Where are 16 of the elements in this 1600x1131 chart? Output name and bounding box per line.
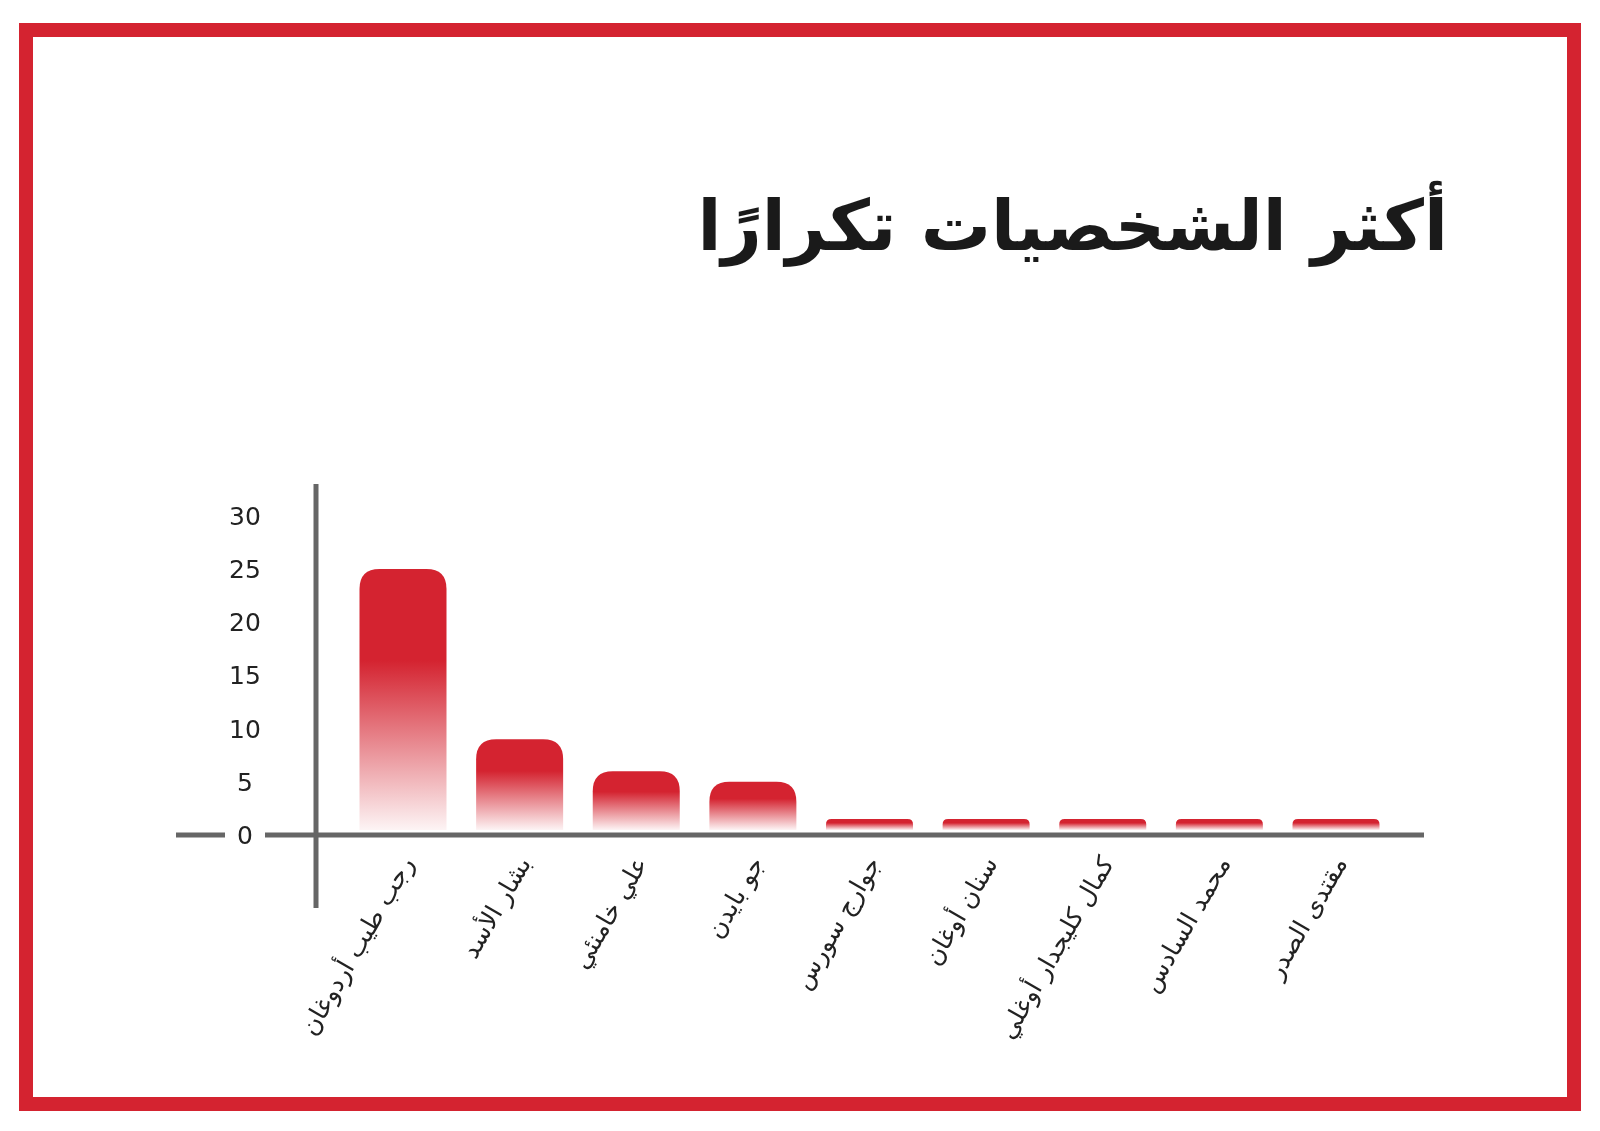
x-tick-label: علي خامنئي [566,851,654,974]
x-tick-label: مقتدى الصدر [1259,851,1354,986]
y-tick-label: 5 [237,767,253,797]
x-tick-label: جوارج سورس [787,851,888,995]
x-tick-label: محمد السادس [1135,851,1237,997]
chart-title: أكثر الشخصيات تكرارًا [697,180,1448,267]
y-tick-label: 0 [237,821,253,850]
y-tick-label: 20 [229,608,261,638]
x-tick-label: بشار الأسد [453,850,537,964]
y-tick-label: 15 [229,661,261,691]
y-tick-label: 10 [229,714,261,744]
x-tick-label: رجب طيب أردوغان [291,850,422,1041]
y-tick-label: 30 [229,501,261,531]
x-tick-label: سنان أوغان [915,850,1005,971]
y-tick-label: 25 [229,555,261,585]
x-tick-label: جو بايدن [700,851,771,944]
